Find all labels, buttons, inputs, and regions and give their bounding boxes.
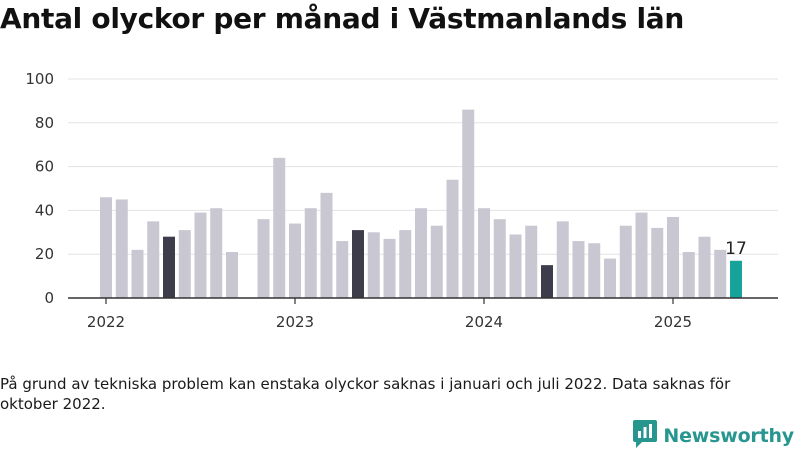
bar-2024-06 — [556, 221, 569, 298]
bar-2023-04 — [336, 241, 349, 298]
data-label-latest: 17 — [725, 239, 747, 259]
bar-2022-04 — [147, 221, 160, 298]
bar-2024-02 — [493, 219, 506, 298]
bar-2022-08 — [210, 208, 223, 298]
bar-2024-09 — [604, 258, 616, 298]
bars — [100, 109, 742, 298]
x-axis: 2022 2023 2024 2025 — [68, 297, 778, 331]
y-tick-label: 40 — [35, 201, 54, 219]
bar-2025-05 — [730, 260, 742, 298]
bar-2022-06 — [178, 230, 191, 298]
bar-2024-01 — [478, 208, 490, 298]
bar-2023-03 — [320, 192, 333, 298]
chart-title: Antal olyckor per månad i Västmanlands l… — [0, 2, 684, 35]
bar-2023-10 — [430, 225, 443, 298]
bar-2025-02 — [682, 252, 695, 298]
bar-2023-12 — [462, 109, 475, 298]
bar-2022-09 — [226, 252, 238, 298]
bar-2023-01 — [289, 223, 301, 298]
bar-2024-04 — [525, 225, 538, 298]
y-tick-label: 60 — [35, 158, 54, 176]
footnote: På grund av tekniska problem kan enstaka… — [0, 375, 731, 413]
bar-2024-05 — [541, 265, 553, 298]
bar-2022-02 — [115, 199, 128, 298]
y-tick-label: 100 — [25, 70, 54, 88]
bar-2024-11 — [635, 212, 648, 298]
bar-2022-03 — [131, 249, 144, 298]
bar-2024-03 — [509, 234, 522, 298]
brand-name: Newsworthy — [663, 425, 794, 447]
bar-2022-11 — [257, 219, 270, 298]
bar-2025-01 — [667, 216, 679, 298]
bar-2024-12 — [651, 227, 664, 298]
bar-2022-05 — [163, 236, 175, 298]
x-tick-label: 2025 — [654, 313, 692, 331]
bar-chart: 0 20 40 60 80 100 17 2022 2023 2024 2025 — [25, 70, 778, 331]
x-tick-label: 2024 — [465, 313, 503, 331]
bar-2022-07 — [194, 212, 207, 298]
bar-2024-08 — [588, 243, 601, 298]
x-tick-label: 2023 — [276, 313, 314, 331]
bar-2023-06 — [367, 232, 380, 298]
bar-2023-09 — [415, 208, 427, 298]
bar-2023-02 — [304, 208, 317, 298]
bar-2023-11 — [446, 179, 459, 298]
bar-2025-04 — [714, 249, 727, 298]
y-tick-label: 80 — [35, 114, 54, 132]
bar-2024-10 — [619, 225, 632, 298]
bar-2022-12 — [273, 157, 286, 298]
y-tick-label: 20 — [35, 245, 54, 263]
bar-2023-08 — [399, 230, 412, 298]
bar-2024-07 — [572, 241, 585, 298]
bar-2023-05 — [352, 230, 364, 298]
data-labels: 17 — [725, 239, 747, 259]
x-tick-label: 2022 — [87, 313, 125, 331]
y-tick-label: 0 — [44, 289, 54, 307]
y-axis-ticks: 0 20 40 60 80 100 — [25, 70, 54, 307]
brand: Newsworthy — [633, 420, 794, 452]
bar-2022-01 — [100, 197, 112, 298]
bar-2023-07 — [383, 238, 396, 298]
newsworthy-logo-icon — [633, 420, 658, 452]
bar-2025-03 — [698, 236, 711, 298]
